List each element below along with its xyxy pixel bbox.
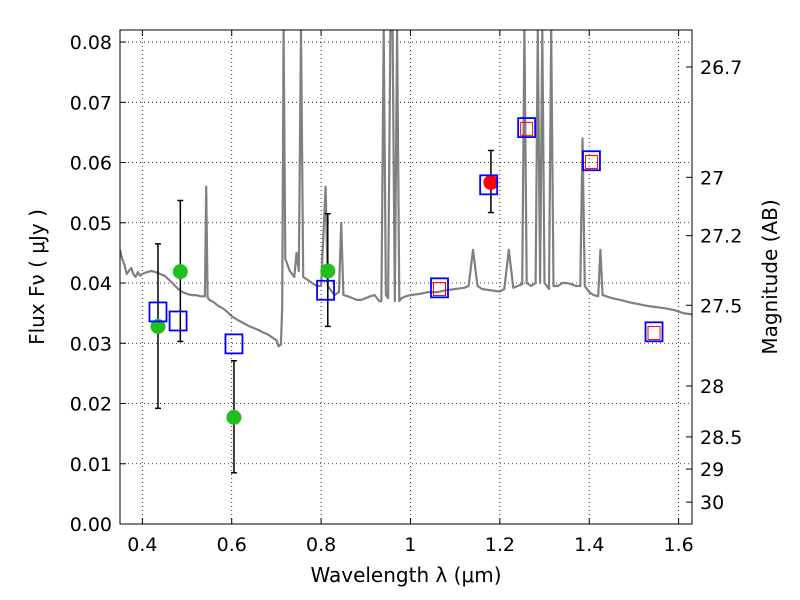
blue-square-point [517, 117, 537, 138]
y-tick-label: 0.07 [70, 92, 112, 114]
axis-ticks [120, 30, 692, 525]
blue-square-point [168, 310, 188, 332]
blue-square-point [430, 277, 449, 299]
y-tick-label: 0.00 [70, 514, 112, 536]
plot-frame [119, 29, 693, 525]
blue-square-point [644, 321, 664, 343]
x-tick-label: 0.4 [127, 534, 157, 556]
right-axis-label: Magnitude (AB) [758, 199, 782, 354]
right-tick-label: 28.5 [700, 427, 742, 449]
data-points-layer [148, 117, 664, 474]
y-tick-label: 0.04 [70, 273, 112, 295]
red-square-point [433, 282, 447, 297]
x-tick-label: 1 [404, 534, 416, 556]
blue-square-point [316, 279, 335, 301]
blue-square-point [148, 301, 168, 323]
y-tick-label: 0.03 [70, 333, 112, 355]
right-tick-label: 26.7 [700, 57, 742, 79]
x-axis-label: Wavelength λ (μm) [310, 563, 501, 587]
blue-square-point [224, 333, 244, 355]
y-tick-label: 0.05 [70, 213, 112, 235]
red-circle-point [483, 174, 499, 190]
green-circle-point [320, 263, 336, 279]
red-square-point [584, 154, 598, 169]
y-axis-label: Flux Fν ( μJy ) [25, 209, 49, 345]
tick-labels: 0.4 0.6 0.8 1 1.2 1.4 1.6 0.00 0.01 0.02 0.03 0.04 0… [70, 32, 743, 556]
y-tick-label: 0.08 [70, 32, 112, 54]
x-tick-label: 1.4 [574, 534, 604, 556]
spectrum-layer [120, 30, 692, 348]
spectrum-line [120, 30, 692, 348]
right-tick-label: 30 [700, 492, 724, 514]
y-tick-label: 0.02 [70, 394, 112, 416]
right-tick-label: 29 [700, 459, 724, 481]
blue-square-point [582, 150, 601, 172]
green-circle-point [226, 409, 242, 425]
x-tick-label: 1.6 [663, 534, 693, 556]
red-square-point [520, 121, 534, 136]
green-circle-point [172, 264, 188, 280]
x-tick-label: 1.2 [485, 534, 515, 556]
x-tick-label: 0.8 [306, 534, 336, 556]
blue-square-point [479, 174, 499, 196]
y-tick-label: 0.06 [70, 153, 112, 175]
right-tick-label: 27.5 [700, 295, 742, 317]
green-circle-point [150, 318, 166, 334]
right-tick-label: 27 [700, 167, 724, 189]
right-tick-label: 28 [700, 376, 724, 398]
y-tick-label: 0.01 [70, 454, 112, 476]
right-tick-label: 27.2 [700, 226, 742, 248]
x-tick-label: 0.6 [217, 534, 247, 556]
red-square-point [647, 326, 661, 341]
